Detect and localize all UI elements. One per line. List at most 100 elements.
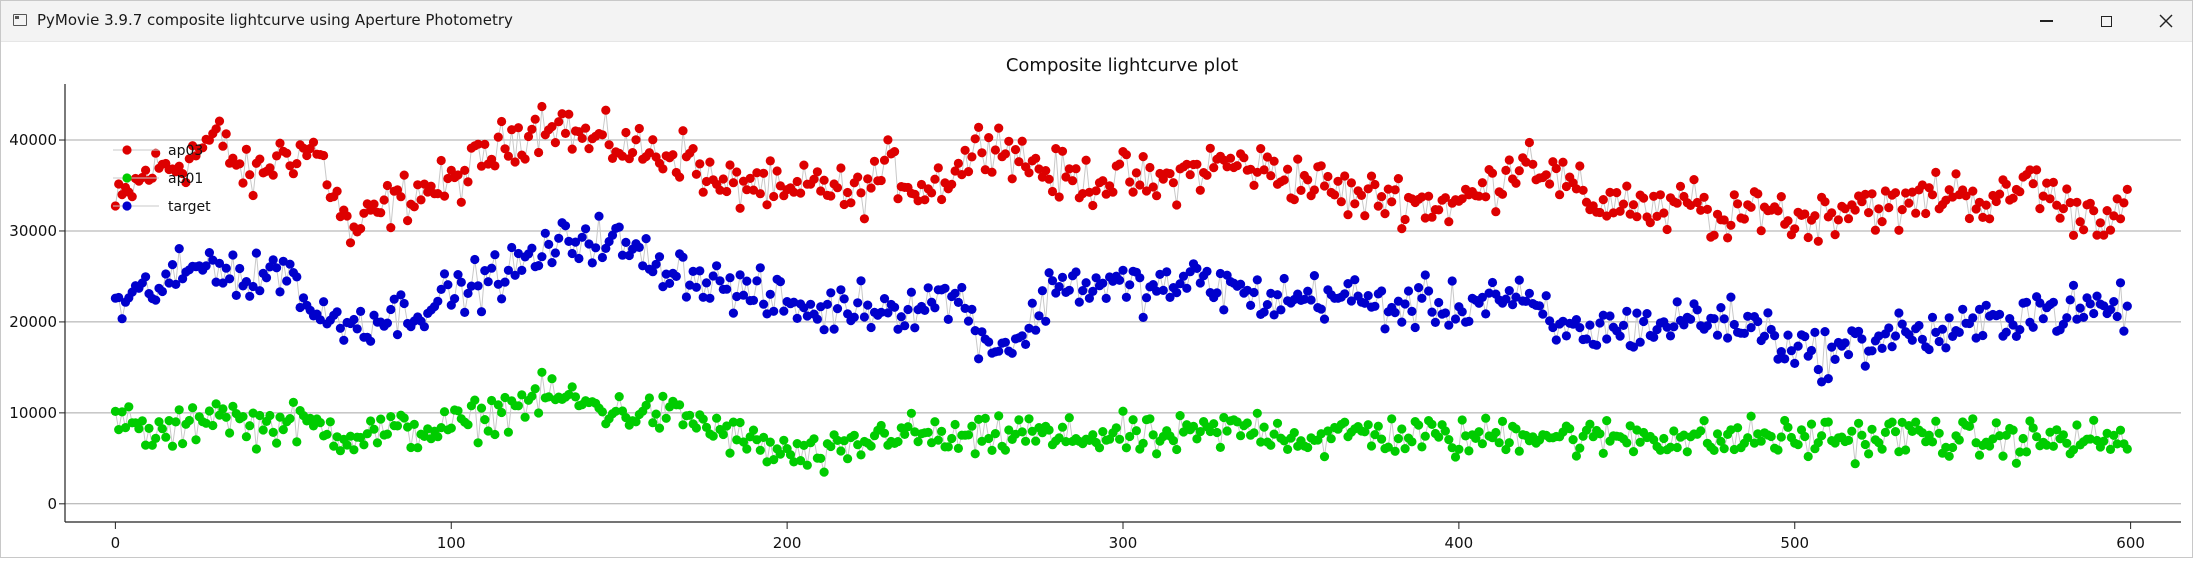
point-ap01	[211, 399, 221, 409]
point-ap03	[1000, 149, 1011, 159]
point-target	[1434, 297, 1444, 308]
point-target	[1759, 331, 1770, 341]
point-ap03	[869, 156, 880, 166]
point-ap01	[826, 441, 836, 452]
point-ap03	[974, 122, 984, 132]
point-ap03	[765, 156, 775, 166]
point-target	[1669, 322, 1679, 332]
point-target	[392, 330, 403, 340]
point-ap03	[634, 123, 644, 134]
point-target	[1941, 343, 1951, 353]
point-ap03	[416, 195, 426, 205]
point-ap03	[1091, 186, 1101, 196]
point-ap03	[554, 117, 564, 127]
point-target	[974, 354, 984, 364]
point-ap01	[2021, 447, 2032, 457]
point-ap01	[241, 432, 251, 442]
point-ap01	[1931, 416, 1941, 426]
point-target	[1450, 314, 1461, 324]
legend: ap03 ap01 target	[113, 143, 211, 215]
point-target	[261, 273, 272, 283]
point-ap01	[712, 413, 722, 423]
point-ap01	[1393, 434, 1403, 444]
point-target	[1279, 273, 1289, 284]
point-ap03	[1981, 200, 1991, 210]
title-bar[interactable]: PyMovie 3.9.7 composite lightcurve using…	[1, 1, 2192, 42]
plot-area[interactable]: Composite lightcurve plot 0 10000 20000 300…	[1, 42, 2192, 558]
point-ap01	[1602, 416, 1612, 426]
point-ap03	[809, 174, 819, 184]
point-target	[1934, 336, 1944, 347]
close-button[interactable]	[2136, 1, 2193, 41]
point-target	[1665, 331, 1676, 341]
point-ap03	[2008, 193, 2018, 203]
point-target	[950, 288, 960, 298]
point-target	[228, 250, 238, 260]
point-target	[1995, 309, 2005, 319]
point-ap01	[376, 414, 386, 424]
point-ap03	[1397, 224, 1407, 234]
point-ap01	[567, 382, 577, 392]
point-target	[389, 294, 399, 304]
point-target	[507, 242, 517, 253]
point-ap01	[225, 428, 235, 438]
point-target	[836, 285, 846, 295]
point-ap03	[953, 158, 964, 168]
point-target	[369, 310, 379, 320]
point-ap03	[1790, 224, 1800, 234]
point-ap01	[530, 384, 540, 394]
point-target	[2092, 291, 2102, 301]
point-ap01	[1743, 433, 1753, 443]
point-ap01	[2018, 433, 2028, 444]
point-ap01	[413, 443, 423, 453]
point-ap01	[2062, 438, 2072, 448]
minimize-button[interactable]	[2016, 1, 2076, 41]
point-ap01	[2109, 430, 2119, 440]
point-target	[2089, 308, 2099, 319]
point-ap03	[376, 208, 386, 218]
point-ap03	[987, 167, 997, 177]
point-ap01	[866, 441, 876, 451]
point-ap01	[2089, 415, 2099, 425]
point-ap01	[1064, 413, 1074, 423]
point-ap03	[1152, 191, 1162, 201]
point-ap01	[893, 437, 903, 447]
point-ap01	[124, 402, 134, 412]
point-target	[1790, 358, 1800, 368]
point-ap03	[550, 138, 561, 148]
point-ap01	[1014, 415, 1024, 425]
point-ap01	[759, 432, 769, 442]
point-ap03	[1864, 208, 1874, 218]
point-target	[1027, 298, 1037, 308]
point-ap03	[775, 181, 786, 191]
point-target	[1172, 288, 1182, 298]
maximize-button[interactable]	[2076, 1, 2136, 41]
point-ap01	[191, 435, 201, 445]
point-ap01	[1044, 425, 1054, 435]
point-ap01	[876, 420, 886, 431]
point-ap03	[413, 180, 423, 190]
point-ap03	[1017, 136, 1027, 146]
point-ap01	[154, 417, 164, 427]
point-ap01	[221, 412, 231, 422]
point-ap01	[238, 412, 248, 422]
point-ap03	[1232, 161, 1242, 171]
point-target	[241, 277, 251, 287]
point-ap03	[547, 122, 557, 132]
point-target	[853, 298, 863, 308]
point-ap01	[1622, 438, 1632, 448]
point-target	[715, 276, 725, 286]
axes: 0 10000 20000 30000 40000 0 100 200 300 400 500 600	[9, 84, 2181, 552]
lightcurve-chart[interactable]: Composite lightcurve plot 0 10000 20000 300…	[1, 42, 2192, 558]
point-ap01	[1672, 442, 1682, 453]
point-ap03	[500, 144, 510, 154]
point-ap01	[362, 429, 372, 439]
point-ap03	[265, 163, 275, 173]
point-ap03	[1857, 197, 1867, 207]
point-target	[1884, 323, 1894, 333]
point-ap03	[1138, 152, 1148, 162]
point-ap03	[560, 128, 571, 138]
point-ap01	[1360, 427, 1370, 437]
point-ap03	[927, 188, 937, 198]
point-target	[648, 267, 658, 277]
